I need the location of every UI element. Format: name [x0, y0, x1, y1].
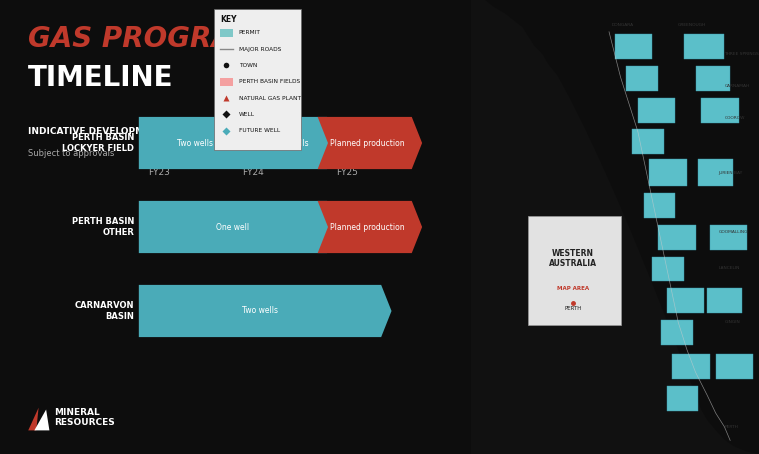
- Bar: [684, 34, 724, 59]
- Text: INDICATIVE DEVELOPMENT STAGES: INDICATIVE DEVELOPMENT STAGES: [28, 127, 206, 136]
- Text: PERTH BASIN FIELDS: PERTH BASIN FIELDS: [238, 79, 300, 84]
- Bar: [632, 129, 664, 154]
- Text: FY25: FY25: [336, 168, 358, 177]
- Text: THREE SPRINGS: THREE SPRINGS: [724, 53, 759, 56]
- Text: Three wells: Three wells: [266, 138, 309, 148]
- Text: CARNARVON
BASIN: CARNARVON BASIN: [74, 301, 134, 321]
- Text: FUTURE WELL: FUTURE WELL: [238, 128, 280, 133]
- Polygon shape: [34, 410, 49, 430]
- Bar: [661, 320, 693, 345]
- Text: COOROW: COOROW: [724, 116, 745, 120]
- FancyBboxPatch shape: [220, 78, 233, 86]
- Text: Planned production: Planned production: [330, 138, 405, 148]
- Polygon shape: [318, 117, 422, 169]
- Polygon shape: [318, 201, 422, 253]
- Bar: [701, 98, 739, 123]
- Text: NATURAL GAS PLANT: NATURAL GAS PLANT: [238, 95, 301, 101]
- Bar: [644, 193, 676, 218]
- Text: JURIEN BAY: JURIEN BAY: [719, 171, 743, 174]
- Bar: [672, 354, 710, 379]
- FancyBboxPatch shape: [220, 29, 233, 37]
- Text: FY24: FY24: [242, 168, 264, 177]
- Text: PERTH BASIN
OTHER: PERTH BASIN OTHER: [72, 217, 134, 237]
- Text: Planned production: Planned production: [330, 222, 405, 232]
- Polygon shape: [471, 0, 759, 454]
- Text: MINERAL
RESOURCES: MINERAL RESOURCES: [54, 408, 115, 427]
- Text: DONGARA: DONGARA: [612, 23, 634, 27]
- Text: PERTH: PERTH: [724, 425, 739, 429]
- Text: TOWN: TOWN: [238, 63, 257, 68]
- Polygon shape: [242, 117, 338, 169]
- Text: GREENOUGH: GREENOUGH: [679, 23, 707, 27]
- Bar: [716, 354, 753, 379]
- Bar: [528, 216, 621, 325]
- Text: GINGIN: GINGIN: [724, 321, 740, 324]
- Text: PERMIT: PERMIT: [238, 30, 260, 35]
- Text: Two wells: Two wells: [242, 306, 278, 316]
- Bar: [626, 66, 658, 91]
- Text: FY23: FY23: [148, 168, 170, 177]
- Text: GAS PROGRAM: GAS PROGRAM: [28, 25, 261, 53]
- Bar: [666, 386, 698, 411]
- Text: One well: One well: [216, 222, 250, 232]
- Polygon shape: [139, 285, 392, 337]
- Text: GOOMALLING: GOOMALLING: [719, 230, 748, 233]
- Polygon shape: [139, 201, 338, 253]
- Text: WELL: WELL: [238, 112, 254, 117]
- Bar: [650, 159, 687, 186]
- Bar: [695, 66, 730, 91]
- Text: MAP AREA: MAP AREA: [557, 286, 589, 291]
- Text: WESTERN
AUSTRALIA: WESTERN AUSTRALIA: [549, 249, 597, 268]
- FancyBboxPatch shape: [214, 9, 301, 150]
- Polygon shape: [139, 117, 262, 169]
- Bar: [666, 288, 704, 313]
- Text: MAJOR ROADS: MAJOR ROADS: [238, 46, 281, 52]
- Text: LANCELIN: LANCELIN: [719, 266, 740, 270]
- Text: CARNAMAH: CARNAMAH: [724, 84, 750, 88]
- Bar: [707, 288, 742, 313]
- Bar: [652, 257, 684, 281]
- Text: PERTH BASIN
LOCKYER FIELD: PERTH BASIN LOCKYER FIELD: [62, 133, 134, 153]
- Text: PERTH: PERTH: [564, 306, 581, 311]
- Text: KEY: KEY: [220, 15, 236, 24]
- Bar: [698, 159, 733, 186]
- Bar: [710, 225, 748, 250]
- Bar: [615, 34, 652, 59]
- Bar: [658, 225, 695, 250]
- Bar: [638, 98, 676, 123]
- Polygon shape: [28, 408, 39, 430]
- Text: Two wells: Two wells: [178, 138, 213, 148]
- Text: Subject to approvals: Subject to approvals: [28, 149, 115, 158]
- Text: TIMELINE: TIMELINE: [28, 64, 174, 93]
